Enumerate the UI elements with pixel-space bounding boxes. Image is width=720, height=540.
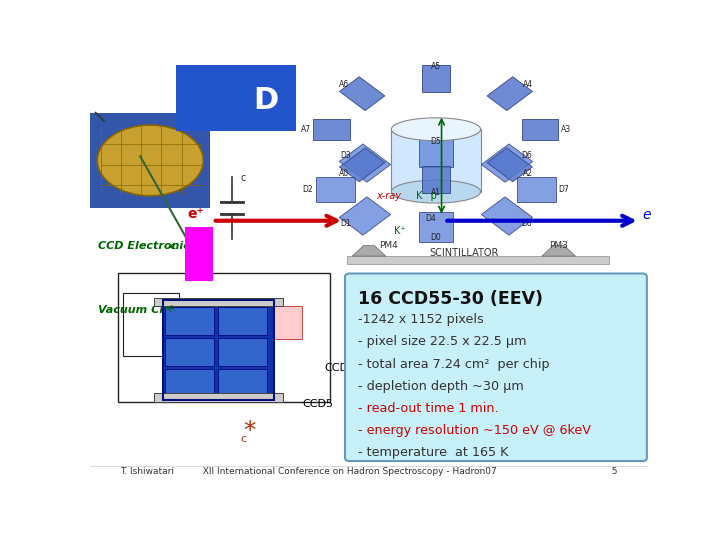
Text: A4: A4 [523,80,534,89]
Bar [340,77,385,111]
Bar [482,197,533,235]
Bar [313,119,350,140]
Bar [487,148,532,182]
Bar [90,113,210,208]
Text: D5: D5 [431,137,441,146]
Bar [166,369,215,397]
Bar [124,294,179,356]
Text: -1242 x 1152 pixels: -1242 x 1152 pixels [358,313,484,327]
Bar [166,338,215,366]
Bar [419,138,453,167]
Bar [487,77,532,111]
Text: D8: D8 [521,219,532,228]
Bar [340,148,385,182]
Bar [166,307,215,335]
Text: - read-out time 1 min.: - read-out time 1 min. [358,402,498,415]
Text: - energy resolution ~150 eV @ 6keV: - energy resolution ~150 eV @ 6keV [358,424,591,437]
Text: SCINTILLATOR: SCINTILLATOR [429,248,498,258]
Polygon shape [542,246,575,256]
Bar [185,227,213,281]
Text: A2: A2 [523,169,534,178]
Bar [163,300,274,400]
Bar [176,65,297,131]
Text: A7: A7 [300,125,310,134]
Bar [392,129,481,192]
Text: D2: D2 [302,185,313,194]
Bar [218,369,267,397]
Text: D4: D4 [425,214,436,222]
Text: PM3: PM3 [549,241,568,250]
Text: D0: D0 [431,233,441,242]
Bar [258,306,302,339]
Text: c: c [240,173,246,183]
Text: - total area 7.24 cm²  per chip: - total area 7.24 cm² per chip [358,357,549,370]
Bar [422,166,450,193]
Bar [218,307,267,335]
Bar [154,298,282,306]
Ellipse shape [392,180,481,203]
Polygon shape [352,246,386,256]
Text: c: c [240,434,246,444]
Text: K⁺: K⁺ [394,226,405,236]
Text: A1: A1 [431,187,441,197]
Bar [339,197,390,235]
Bar [218,338,267,366]
FancyBboxPatch shape [345,274,647,461]
Text: CCD Electronics: CCD Electronics [99,241,197,251]
Text: D6: D6 [521,151,532,160]
Text: 16 CCD55-30 (EEV): 16 CCD55-30 (EEV) [358,290,543,308]
Text: D3: D3 [340,151,351,160]
Bar [316,177,355,202]
Bar [422,65,450,92]
Bar [154,393,282,402]
Text: x-ray: x-ray [376,191,401,201]
Bar [163,300,274,400]
Bar [517,177,556,202]
Bar [419,212,453,241]
Text: CCD: CCD [324,363,348,373]
Bar [339,144,390,182]
Text: CCD5: CCD5 [302,399,333,409]
Text: T. Ishiwatari          XII International Conference on Hadron Spectroscopy - Had: T. Ishiwatari XII International Conferen… [120,467,618,476]
Text: PM4: PM4 [379,241,398,250]
Text: D: D [253,86,279,114]
Text: A5: A5 [431,62,441,71]
Text: D7: D7 [559,185,570,194]
Text: e: e [642,208,651,222]
Text: D1: D1 [340,219,351,228]
Text: - pixel size 22.5 x 22.5 μm: - pixel size 22.5 x 22.5 μm [358,335,526,348]
Ellipse shape [392,118,481,141]
Text: K⁻ p: K⁻ p [416,191,437,201]
Ellipse shape [97,125,203,196]
Text: A0: A0 [338,169,348,178]
Text: *: * [243,418,255,443]
Bar [118,273,330,402]
Bar [482,144,533,182]
Text: Vacuum Chamber: Vacuum Chamber [99,305,207,315]
Bar [522,119,559,140]
Text: - temperature  at 165 K: - temperature at 165 K [358,446,508,458]
Text: - depletion depth ~30 μm: - depletion depth ~30 μm [358,380,523,393]
Text: e⁺: e⁺ [188,207,204,221]
Bar [347,256,609,265]
Text: A3: A3 [562,125,572,134]
Text: A6: A6 [338,80,348,89]
